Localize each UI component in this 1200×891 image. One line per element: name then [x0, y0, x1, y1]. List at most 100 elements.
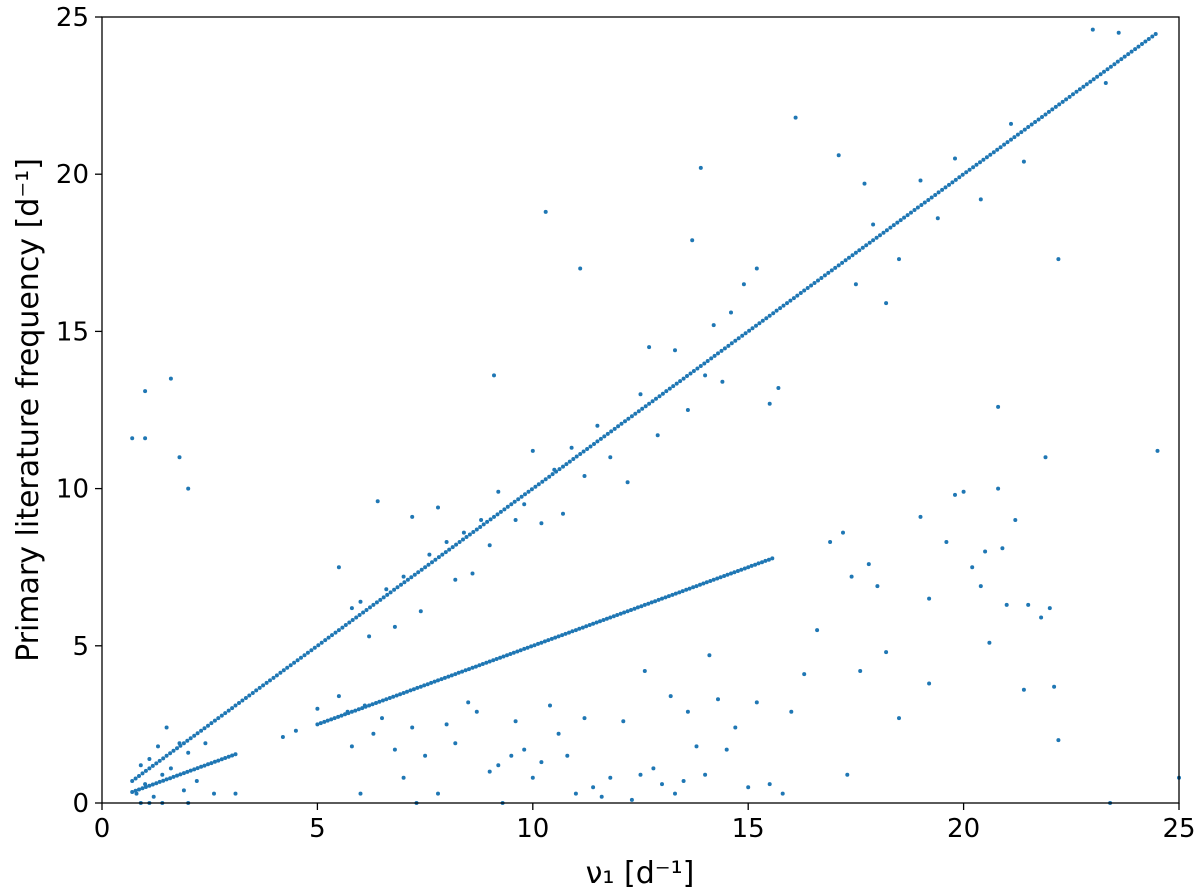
line-point-0: [757, 321, 762, 326]
line-point-0: [495, 512, 500, 517]
line-point-1: [480, 662, 485, 666]
y-tick-label: 10: [56, 475, 89, 505]
line-point-2: [140, 786, 145, 791]
scatter-point: [423, 753, 428, 758]
line-point-1: [560, 633, 565, 638]
line-point-0: [947, 182, 951, 187]
scatter-point: [436, 505, 440, 510]
line-point-0: [978, 160, 982, 165]
line-point-0: [481, 522, 486, 527]
line-point-0: [612, 426, 617, 431]
line-point-1: [511, 650, 516, 655]
line-point-1: [770, 556, 775, 561]
scatter-point: [548, 703, 552, 708]
scatter-point: [168, 766, 173, 771]
line-point-1: [398, 692, 403, 697]
scatter-point: [336, 694, 341, 699]
line-point-0: [430, 560, 434, 565]
scatter-point: [522, 502, 527, 507]
scatter-point: [638, 772, 643, 777]
scatter-point: [698, 165, 703, 170]
line-point-0: [361, 610, 366, 615]
line-point-0: [967, 167, 972, 172]
line-point-0: [1143, 39, 1148, 44]
scatter-point: [401, 574, 406, 579]
line-point-0: [878, 233, 882, 238]
line-point-0: [754, 323, 758, 328]
scatter-point: [944, 540, 949, 544]
line-point-0: [392, 587, 397, 592]
line-point-0: [378, 597, 383, 602]
scatter-point: [186, 750, 191, 755]
line-point-0: [857, 248, 862, 253]
scatter-point: [543, 209, 548, 214]
scatter-point: [897, 257, 901, 262]
scatter-point: [608, 455, 613, 460]
line-point-0: [454, 542, 459, 547]
line-point-0: [381, 595, 386, 600]
scatter-point: [1000, 546, 1005, 551]
line-point-0: [526, 489, 531, 494]
y-axis-label: Primary literature frequency [d⁻¹]: [11, 158, 46, 662]
scatter-point: [862, 181, 867, 186]
line-point-0: [919, 203, 924, 207]
line-point-0: [399, 582, 403, 587]
line-point-0: [1015, 132, 1020, 137]
line-point-1: [356, 707, 361, 712]
line-point-0: [143, 768, 148, 773]
line-point-1: [463, 668, 468, 673]
line-point-1: [573, 628, 578, 633]
scatter-point: [621, 719, 626, 724]
line-point-0: [478, 525, 483, 529]
line-point-0: [247, 693, 252, 698]
scatter-point: [513, 518, 518, 522]
scatter-point: [685, 709, 690, 714]
line-point-0: [964, 170, 969, 175]
line-point-0: [436, 555, 441, 560]
line-point-1: [598, 619, 602, 624]
scatter-point: [487, 543, 492, 548]
line-point-1: [663, 595, 668, 600]
line-point-0: [912, 208, 917, 212]
line-point-1: [635, 605, 640, 610]
scatter-point: [996, 404, 1001, 409]
line-point-0: [309, 648, 314, 653]
line-point-0: [285, 665, 290, 670]
line-point-1: [698, 582, 702, 587]
line-point-2: [130, 790, 135, 794]
scatter-point: [694, 744, 699, 749]
scatter-point: [849, 574, 854, 579]
line-point-1: [756, 561, 761, 566]
scatter-point: [1056, 257, 1061, 262]
line-point-2: [206, 762, 210, 767]
line-point-0: [254, 688, 259, 693]
line-point-0: [998, 145, 1003, 150]
line-point-1: [343, 712, 347, 717]
line-point-0: [1019, 130, 1024, 135]
line-point-2: [161, 778, 166, 783]
line-point-1: [494, 657, 499, 661]
scatter-point: [668, 694, 673, 699]
line-point-1: [384, 697, 389, 702]
line-point-0: [440, 552, 445, 557]
line-point-0: [323, 638, 328, 643]
line-point-0: [991, 150, 996, 155]
scatter-point: [673, 791, 677, 796]
line-point-0: [578, 452, 583, 456]
line-point-0: [1102, 69, 1106, 74]
line-point-1: [436, 678, 440, 683]
scatter-point: [474, 709, 479, 714]
x-axis-label: ν₁ [d⁻¹]: [586, 856, 695, 891]
line-point-0: [299, 655, 303, 660]
scatter-point: [828, 540, 833, 544]
line-point-0: [623, 419, 627, 424]
line-point-1: [422, 683, 427, 688]
line-point-0: [719, 348, 724, 353]
line-point-0: [926, 198, 931, 202]
line-point-0: [1140, 42, 1144, 46]
scatter-point: [1116, 30, 1121, 35]
line-point-0: [974, 162, 979, 167]
line-point-0: [1084, 82, 1089, 87]
line-point-0: [736, 336, 741, 341]
line-point-1: [360, 706, 365, 711]
